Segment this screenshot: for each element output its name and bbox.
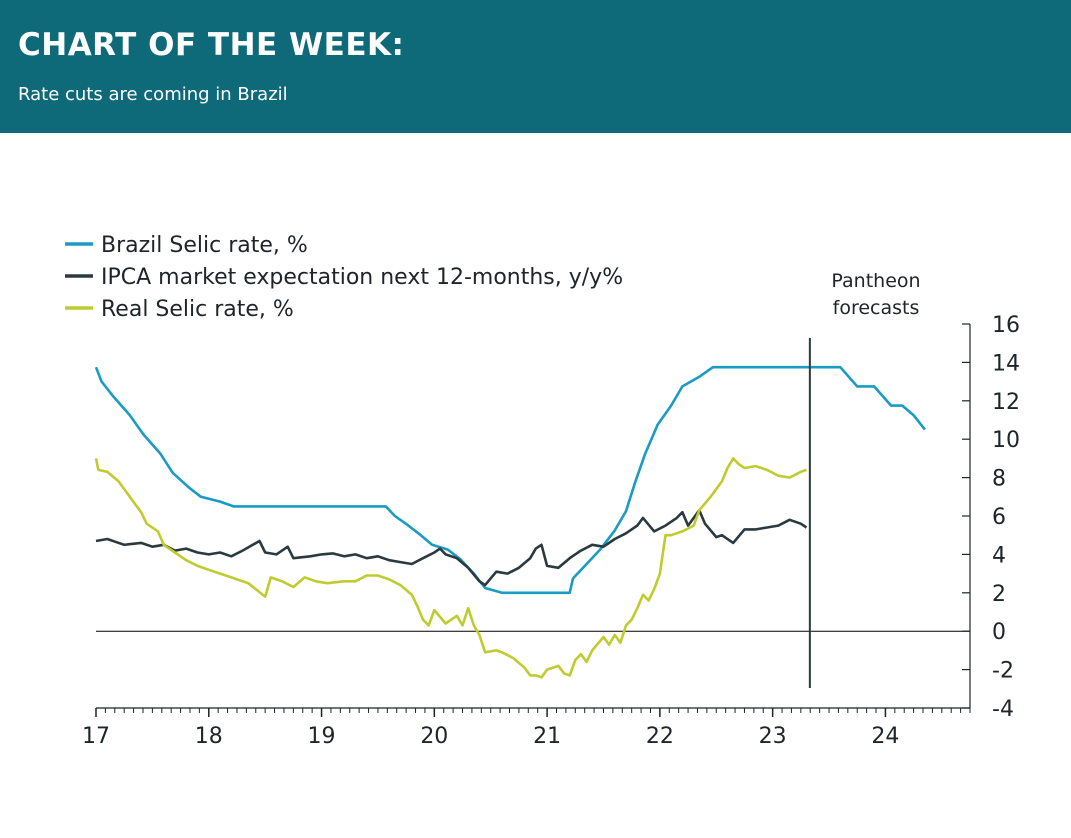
- x-tick-label: 20: [420, 724, 448, 749]
- x-tick-label: 23: [759, 724, 787, 749]
- legend-label: Real Selic rate, %: [101, 297, 294, 322]
- x-tick-label: 24: [871, 724, 899, 749]
- y-tick-label: 16: [992, 313, 1020, 338]
- annotation-label: forecasts: [833, 297, 920, 319]
- page-subtitle: Rate cuts are coming in Brazil: [18, 84, 288, 105]
- header-banner: CHART OF THE WEEK: Rate cuts are coming …: [0, 0, 1071, 133]
- y-tick-label: 0: [992, 620, 1006, 645]
- series-line-3: [94, 457, 807, 679]
- y-tick-label: 8: [992, 467, 1006, 492]
- y-tick-label: 4: [992, 543, 1006, 568]
- x-tick-label: 18: [195, 724, 223, 749]
- y-tick-label: 10: [992, 428, 1020, 453]
- series-line-2: [95, 508, 808, 587]
- legend-label: IPCA market expectation next 12-months, …: [101, 265, 623, 290]
- x-tick-label: 19: [308, 724, 336, 749]
- annotation-label: Pantheon: [831, 270, 920, 292]
- y-tick-label: -4: [992, 697, 1014, 722]
- legend-label: Brazil Selic rate, %: [101, 233, 308, 258]
- series-line-1: [94, 365, 926, 595]
- line-chart: 17 18 19 20 21 22 23 241614121086420-2-4Pantheo…: [65, 233, 1020, 749]
- x-tick-label: 21: [533, 724, 561, 749]
- x-tick-label: 22: [646, 724, 674, 749]
- y-tick-label: -2: [992, 659, 1014, 684]
- y-tick-label: 12: [992, 390, 1020, 415]
- y-tick-label: 2: [992, 582, 1006, 607]
- y-tick-label: 6: [992, 505, 1006, 530]
- page-title: CHART OF THE WEEK:: [18, 27, 405, 63]
- x-tick-label: 17: [82, 724, 110, 749]
- y-tick-label: 14: [992, 351, 1020, 376]
